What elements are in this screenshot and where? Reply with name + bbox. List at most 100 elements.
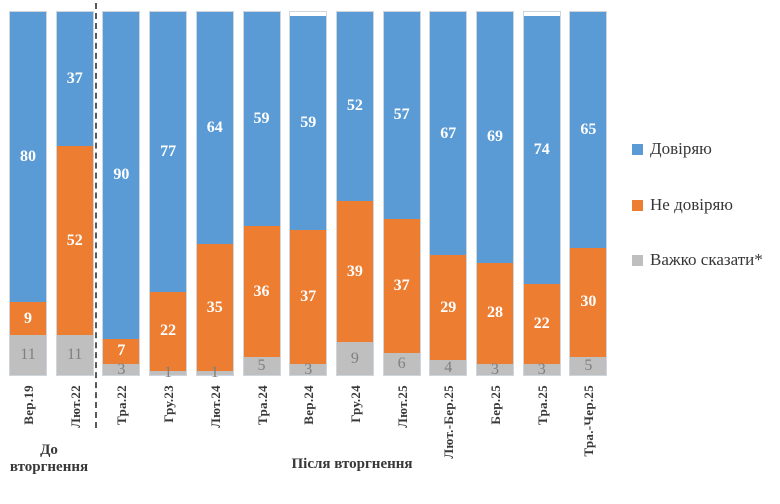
value-label: 3 xyxy=(304,360,313,378)
bar-segment: 3 xyxy=(290,360,327,378)
bar-column-Гру.24: 52 39 9 xyxy=(336,12,373,375)
x-axis-label: Тра.-Чер.25 xyxy=(581,385,597,457)
value-label: 1 xyxy=(164,364,173,382)
x-axis-label: Гру.23 xyxy=(161,385,177,423)
bar-segment: 74 xyxy=(523,15,560,285)
value-label: 3 xyxy=(537,360,546,378)
value-label: 90 xyxy=(113,166,130,184)
value-label: 64 xyxy=(206,119,223,137)
value-label: 30 xyxy=(580,293,597,311)
bar-segment: 30 xyxy=(570,247,607,357)
bar-segment: 35 xyxy=(196,244,233,372)
legend-label-hard-to-say: Важко сказати* xyxy=(650,250,763,269)
value-label: 37 xyxy=(66,70,83,88)
bar-segment: 37 xyxy=(383,218,420,354)
bar-segment: 52 xyxy=(336,12,373,201)
bar-segment: 39 xyxy=(336,200,373,343)
bar-column-Тра.25: 74 22 3 xyxy=(523,12,560,378)
bar-segment: 69 xyxy=(477,12,513,263)
value-label: 74 xyxy=(533,140,550,158)
bar-column-Лют.22: 37 52 11 xyxy=(56,12,93,375)
pre-post-invasion-divider xyxy=(95,3,97,428)
legend-swatch-no-trust-icon xyxy=(632,199,643,211)
value-label: 59 xyxy=(253,110,270,128)
value-label: 65 xyxy=(580,121,597,138)
bar-column-Лют.25: 57 37 6 xyxy=(383,12,420,375)
legend-item-no-trust: Не довіряю xyxy=(632,196,733,214)
x-axis-label: Лют.22 xyxy=(67,385,83,428)
value-label: 36 xyxy=(253,282,270,300)
value-label: 39 xyxy=(346,262,363,280)
value-label: 29 xyxy=(440,298,457,316)
bar-segment: 9 xyxy=(336,342,373,375)
bar-column-Тра.-Чер.25: 65 30 5 xyxy=(570,12,607,375)
bar-segment: 4 xyxy=(430,358,467,376)
x-axis-label: Тра.24 xyxy=(254,385,270,425)
bar-segment: 37 xyxy=(290,229,327,365)
bar-segment: 5 xyxy=(570,356,607,375)
bar-segment: 11 xyxy=(10,335,46,375)
value-label: 77 xyxy=(160,142,177,160)
bar-column-Тра.24: 59 36 5 xyxy=(243,12,280,375)
bar-column-Вер.24: 59 37 3 xyxy=(290,12,327,378)
legend-swatch-hard-to-say-icon xyxy=(632,254,643,266)
bar-segment: 1 xyxy=(150,365,187,381)
legend-item-trust: Довіряю xyxy=(632,140,712,158)
bar-segment: 29 xyxy=(430,255,467,361)
x-axis-label: Лют.-Бер.25 xyxy=(441,385,457,459)
bar-segment: 3 xyxy=(477,361,513,377)
value-label: 28 xyxy=(487,304,503,322)
bar-segment: 28 xyxy=(477,262,513,365)
bar-segment: 90 xyxy=(103,12,140,339)
value-label: 59 xyxy=(300,113,317,131)
value-label: 11 xyxy=(20,346,36,364)
bar-segment: 52 xyxy=(56,146,93,336)
bar-segment: 67 xyxy=(430,12,467,256)
bar-column-Тра.22: 90 7 3 xyxy=(103,12,140,377)
x-axis-label: Тра.22 xyxy=(114,385,130,425)
bar-segment: 37 xyxy=(56,12,93,147)
bar-segment: 36 xyxy=(243,226,280,357)
bar-segment: 3 xyxy=(523,360,560,378)
bar-column-Гру.23: 77 22 1 xyxy=(150,12,187,381)
x-axis-label: Бер.25 xyxy=(488,385,503,425)
bar-segment: 22 xyxy=(150,291,187,372)
value-label: 22 xyxy=(533,315,550,333)
group-label-after-invasion: Після вторгнення xyxy=(291,456,413,472)
value-label: 11 xyxy=(66,346,83,364)
value-label: 52 xyxy=(346,97,363,115)
bar-column-Лют.-Бер.25: 67 29 4 xyxy=(430,12,467,376)
value-label: 4 xyxy=(444,358,453,376)
bar-segment: 57 xyxy=(383,12,420,219)
bar-segment: 59 xyxy=(290,15,327,230)
value-label: 5 xyxy=(257,356,266,374)
x-axis-label: Гру.24 xyxy=(347,385,363,423)
value-label: 80 xyxy=(20,148,36,166)
value-label: 9 xyxy=(350,349,359,367)
x-axis-label: Тра.25 xyxy=(534,385,550,425)
bar-segment: 9 xyxy=(10,302,46,336)
bar-segment: 6 xyxy=(383,353,420,375)
value-label: 7 xyxy=(117,342,126,360)
value-label: 69 xyxy=(487,128,503,146)
value-label: 9 xyxy=(24,309,32,327)
legend-swatch-trust-icon xyxy=(632,143,643,155)
x-axis-label: Лют.24 xyxy=(207,385,223,428)
x-axis-label: Вер.19 xyxy=(21,385,36,425)
value-label: 22 xyxy=(160,322,177,340)
value-label: 57 xyxy=(393,106,410,124)
x-axis-label: Вер.24 xyxy=(301,385,317,425)
legend-label-trust: Довіряю xyxy=(650,139,712,158)
bar-column-Лют.24: 64 35 1 xyxy=(196,12,233,381)
value-label: 6 xyxy=(397,355,406,373)
bar-segment: 64 xyxy=(196,12,233,245)
value-label: 37 xyxy=(300,287,317,305)
bar-segment: 59 xyxy=(243,12,280,227)
bar-column-Бер.25: 69 28 3 xyxy=(477,12,513,377)
bar-segment: 1 xyxy=(196,365,233,381)
bar-segment: 11 xyxy=(56,335,93,375)
bar-segment: 77 xyxy=(150,12,187,292)
value-label: 52 xyxy=(66,231,83,249)
bar-segment: 3 xyxy=(103,361,140,377)
group-label-before-invasion: До вторгнення xyxy=(9,442,89,475)
